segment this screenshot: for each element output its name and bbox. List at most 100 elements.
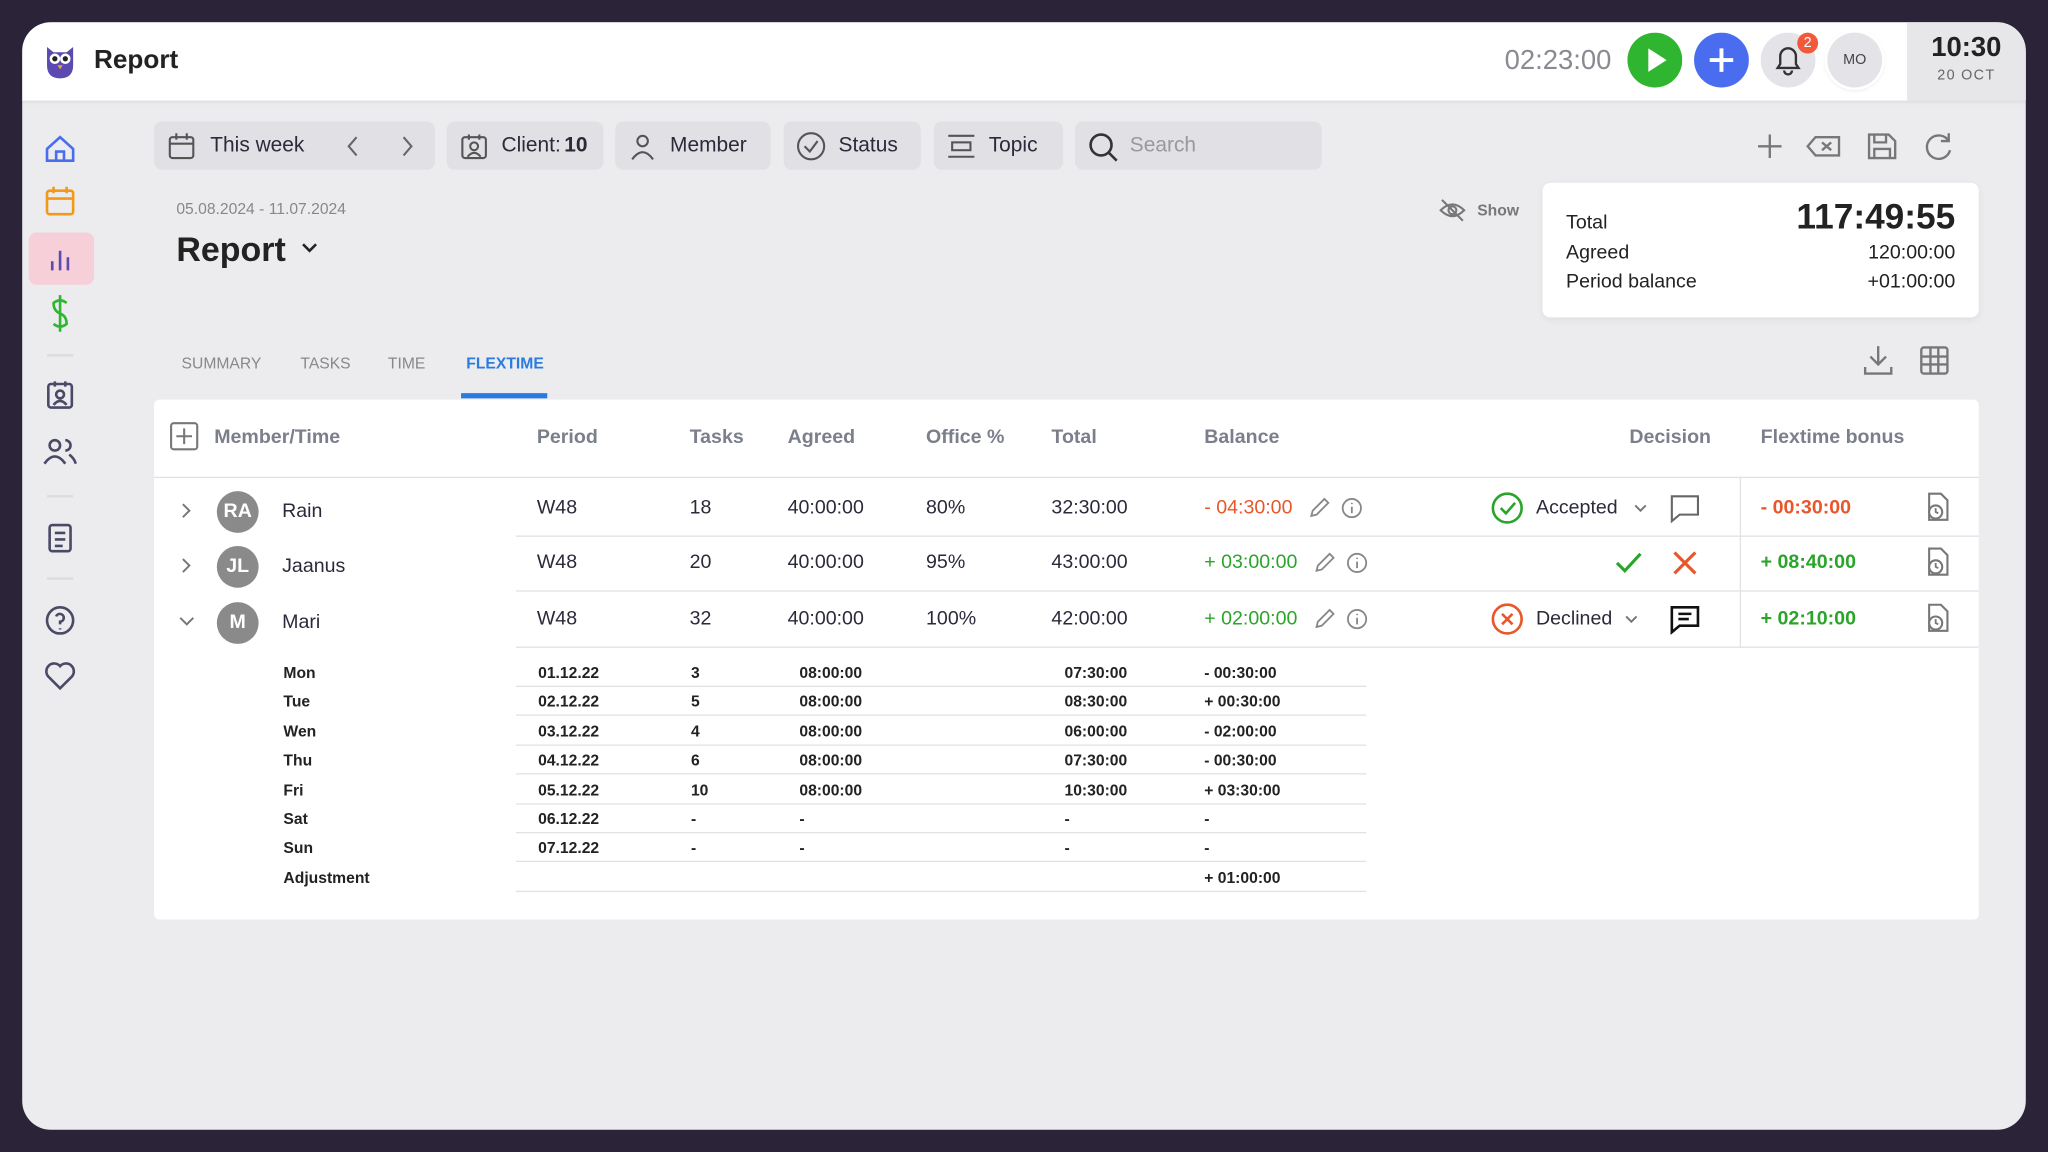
row-divider: [515, 535, 1979, 537]
row-toggle[interactable]: [178, 613, 196, 631]
play-button[interactable]: [1627, 32, 1683, 88]
detail-cell: 05.12.22: [538, 780, 600, 799]
totals-card: [1542, 182, 1979, 318]
cell-total: 32:30:00: [1051, 496, 1128, 519]
search-placeholder: Search: [1129, 134, 1197, 157]
cell-tasks: 20: [689, 551, 712, 574]
edit-balance[interactable]: [1313, 607, 1337, 631]
status-label: Status: [838, 134, 898, 157]
flextime-bonus: + 08:40:00: [1760, 551, 1856, 574]
detail-cell: 06:00:00: [1064, 722, 1128, 741]
balance: + 02:00:00: [1204, 607, 1298, 630]
decision[interactable]: Accepted: [1535, 496, 1618, 519]
user-avatar[interactable]: MO: [1827, 32, 1883, 88]
edit-balance[interactable]: [1307, 496, 1331, 520]
add-button[interactable]: [1694, 32, 1749, 88]
detail-divider: [515, 831, 1367, 834]
column-header: Decision: [1629, 425, 1712, 448]
column-header: Flextime bonus: [1760, 425, 1905, 448]
row-toggle[interactable]: [178, 502, 196, 520]
decision-divider: [1739, 476, 1742, 648]
detail-cell: -: [1064, 839, 1070, 858]
notification-badge: 2: [1797, 32, 1819, 54]
balance-info[interactable]: [1345, 607, 1369, 631]
decline-button[interactable]: [1671, 549, 1700, 578]
detail-divider: [515, 773, 1367, 775]
flextime-bonus: + 02:10:00: [1760, 607, 1856, 630]
cell-tasks: 18: [689, 496, 712, 519]
client-label: Client:: [501, 134, 561, 157]
detail-cell: Sat: [283, 809, 308, 829]
detail-cell: -: [1064, 809, 1070, 829]
column-header: Balance: [1204, 425, 1280, 448]
detail-cell: -: [799, 839, 805, 858]
detail-divider: [515, 685, 1367, 688]
totals-value: 120:00:00: [1868, 241, 1956, 264]
tab[interactable]: TASKS: [300, 353, 351, 373]
show-icon[interactable]: [1438, 197, 1467, 223]
comment[interactable]: [1668, 603, 1702, 635]
totals-value: 117:49:55: [1796, 197, 1956, 237]
title-dropdown[interactable]: [300, 240, 318, 256]
row-toggle[interactable]: [178, 556, 196, 574]
detail-cell: Tue: [283, 692, 311, 712]
detail-cell: 06.12.22: [538, 809, 600, 829]
history-button[interactable]: [1923, 602, 1954, 636]
detail-divider: [515, 744, 1367, 746]
period-filter[interactable]: This week: [154, 121, 435, 170]
logo: [47, 47, 74, 79]
cell-agreed: 40:00:00: [787, 607, 864, 630]
client-filter[interactable]: Client: 10: [446, 121, 604, 170]
topic-filter[interactable]: Topic: [933, 121, 1064, 170]
history-button[interactable]: [1923, 546, 1954, 580]
export-actions[interactable]: [1863, 344, 1954, 378]
totals-label: Period balance: [1566, 270, 1697, 293]
decision-status: [1491, 603, 1523, 635]
detail-cell: 08:00:00: [799, 751, 863, 770]
cell-agreed: 40:00:00: [787, 496, 864, 519]
search-input[interactable]: Search: [1074, 121, 1322, 170]
flextime-bonus: - 00:30:00: [1760, 496, 1852, 519]
toolbar-actions[interactable]: [1750, 128, 1959, 165]
detail-cell: 10: [690, 780, 709, 799]
report-title[interactable]: Report: [176, 229, 286, 270]
tab[interactable]: FLEXTIME: [466, 353, 544, 373]
comment[interactable]: [1668, 492, 1702, 524]
detail-cell: Sun: [283, 839, 314, 858]
expand-all[interactable]: [170, 422, 199, 451]
tab[interactable]: TIME: [387, 353, 426, 373]
decision[interactable]: Declined: [1535, 607, 1613, 630]
balance-info[interactable]: [1340, 496, 1364, 520]
show-toggle[interactable]: Show: [1477, 201, 1520, 220]
detail-cell: Wen: [283, 722, 317, 741]
detail-cell: -: [1204, 809, 1210, 829]
edit-balance[interactable]: [1313, 551, 1337, 575]
detail-cell: 08:00:00: [799, 692, 863, 712]
detail-cell: + 00:30:00: [1204, 692, 1281, 712]
detail-cell: 08:00:00: [799, 722, 863, 741]
history-button[interactable]: [1923, 491, 1954, 525]
accept-button[interactable]: [1613, 549, 1644, 578]
totals-label: Agreed: [1566, 241, 1630, 264]
member-name: Rain: [282, 500, 323, 523]
cell-total: 43:00:00: [1051, 551, 1128, 574]
sidebar-icons[interactable]: [29, 118, 94, 706]
cell-period: W48: [536, 551, 578, 574]
status-filter[interactable]: Status: [783, 121, 921, 170]
clock-time: 10:30: [1931, 32, 2002, 63]
detail-cell: 03.12.22: [538, 722, 600, 741]
detail-cell: 08:00:00: [799, 780, 863, 799]
tab[interactable]: SUMMARY: [181, 353, 262, 373]
cell-office: 80%: [926, 496, 966, 519]
detail-cell: 08:30:00: [1064, 692, 1128, 712]
detail-cell: 5: [690, 692, 700, 712]
balance-info[interactable]: [1345, 551, 1369, 575]
detail-cell: -: [799, 809, 805, 829]
detail-cell: 01.12.22: [538, 663, 600, 682]
decision-dropdown[interactable]: [1633, 502, 1649, 515]
member-filter[interactable]: Member: [615, 121, 771, 170]
decision-dropdown[interactable]: [1624, 613, 1640, 626]
detail-cell: - 00:30:00: [1204, 751, 1277, 770]
detail-cell: + 03:30:00: [1204, 780, 1281, 799]
detail-cell: 02.12.22: [538, 692, 600, 712]
